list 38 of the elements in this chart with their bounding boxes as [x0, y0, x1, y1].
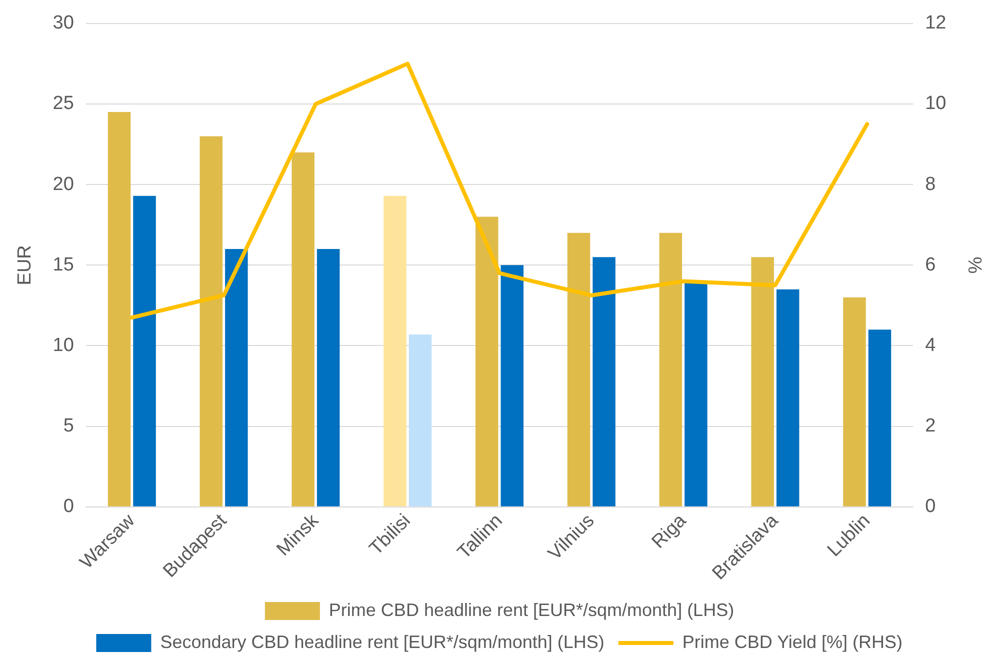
bar [133, 196, 156, 506]
bar [500, 265, 524, 506]
y2-tick-label: 8 [925, 174, 936, 195]
y-tick-label: 30 [52, 12, 74, 34]
bar [292, 152, 314, 506]
legend-label: Prime CBD Yield [%] (RHS) [682, 632, 902, 652]
bar [776, 289, 800, 506]
bar [108, 112, 131, 506]
y2-tick-label: 4 [925, 334, 936, 356]
y2-tick-label: 6 [925, 254, 936, 276]
y2-tick-label: 0 [925, 496, 936, 518]
bar [316, 249, 340, 506]
y2-tick-label: 12 [925, 12, 946, 34]
bar [659, 232, 682, 506]
bar [567, 232, 590, 506]
bar [384, 196, 406, 506]
bar [684, 281, 708, 506]
bar [868, 330, 892, 506]
y-tick-label: 10 [52, 334, 74, 356]
bar [843, 297, 866, 506]
bar [751, 257, 774, 506]
bar [475, 216, 498, 506]
legend-label: Secondary CBD headline rent [EUR*/sqm/month] (LHS) [160, 632, 604, 652]
y-tick-label: 20 [52, 174, 74, 195]
y-tick-label: 0 [63, 496, 74, 518]
y2-tick-label: 2 [925, 416, 936, 437]
bar [408, 334, 432, 506]
y-tick-label: 25 [52, 93, 74, 114]
y-axis-title: EUR [14, 245, 36, 286]
bar [225, 249, 248, 506]
bar [592, 257, 616, 506]
y-tick-label: 5 [63, 416, 74, 437]
y-tick-label: 15 [52, 254, 74, 276]
x-tick-label: Riga [648, 510, 691, 553]
bar [200, 136, 223, 506]
y2-axis-title: % [963, 256, 984, 274]
legend-label: Prime CBD headline rent [EUR*/sqm/month] (LHS) [328, 600, 734, 620]
y2-tick-label: 10 [925, 93, 946, 114]
